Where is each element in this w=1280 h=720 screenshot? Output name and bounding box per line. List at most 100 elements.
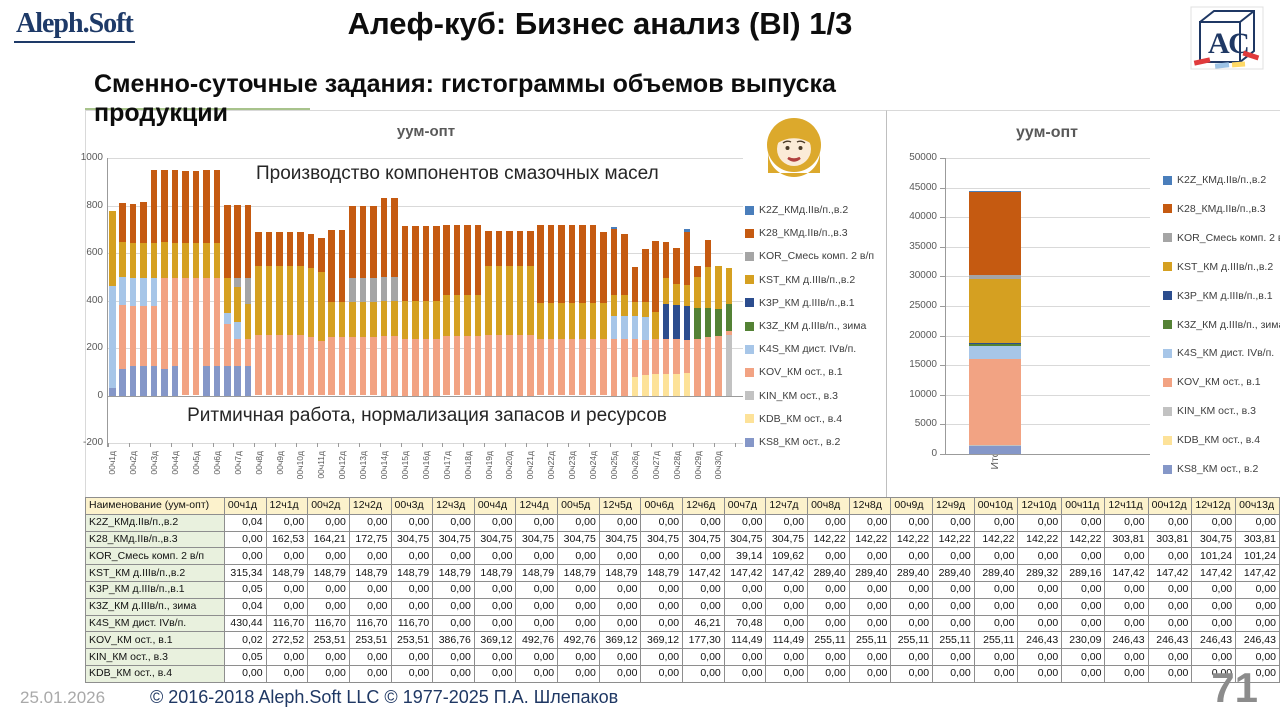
bar-segment-kst bbox=[610, 294, 618, 316]
table-cell: 304,75 bbox=[1191, 530, 1237, 549]
table-cell: 0,00 bbox=[265, 513, 309, 532]
y-axis-tick bbox=[940, 335, 945, 337]
bar-segment-k28 bbox=[537, 224, 545, 304]
bar-segment-k3z bbox=[694, 307, 701, 339]
x-axis-tick bbox=[588, 443, 590, 447]
table-cell: 0,00 bbox=[432, 513, 475, 532]
bar-segment-k4s bbox=[140, 277, 147, 306]
bar-segment-kst bbox=[725, 267, 733, 305]
bar-segment-k28 bbox=[547, 224, 555, 304]
table-cell: 0,00 bbox=[890, 597, 934, 616]
table-row-name: KOV_КМ ост., в.1 bbox=[85, 631, 225, 650]
ks8-legend-chip bbox=[745, 437, 754, 447]
legend-item: KOR_Смесь комп. 2 в/п bbox=[1163, 231, 1280, 245]
bar-segment-k4s bbox=[621, 315, 628, 339]
bar-segment-kst bbox=[464, 294, 471, 337]
bar-segment-kdb bbox=[641, 375, 649, 396]
bar-segment-kst bbox=[255, 266, 262, 335]
bar-segment-k28 bbox=[161, 169, 168, 243]
table-cell: 0,00 bbox=[973, 648, 1019, 666]
table-cell: 255,11 bbox=[890, 631, 934, 650]
bar-segment-kov bbox=[464, 336, 471, 396]
table-cell: 303,81 bbox=[1235, 530, 1280, 549]
x-axis-label: 00ч7д bbox=[232, 451, 243, 475]
bar-segment-kst bbox=[422, 300, 430, 339]
x-axis-tick bbox=[421, 443, 423, 447]
table-row: KOR_Смесь комп. 2 в/п 0,00 0,00 0,00 0,00 0,0… bbox=[85, 547, 1280, 566]
bar-segment-k28 bbox=[129, 203, 137, 243]
table-cell: 0,00 bbox=[1147, 664, 1193, 683]
x-axis-tick bbox=[275, 443, 277, 447]
legend-label: KDB_КМ ост., в.4 bbox=[1177, 434, 1261, 447]
table-cell: 0,00 bbox=[557, 547, 600, 566]
bar-segment-kov bbox=[589, 338, 597, 396]
table-cell: 0,00 bbox=[1017, 614, 1063, 633]
legend-item: K3Z_КМ д.IIIв/п., зима bbox=[1163, 318, 1280, 332]
bar-segment-kst bbox=[401, 300, 409, 339]
bar-segment-kov bbox=[213, 278, 221, 366]
table-row: K3P_КМ д.IIIв/п.,в.1 0,05 0,00 0,00 0,00 0,00… bbox=[85, 580, 1280, 599]
table-row-name: K3P_КМ д.IIIв/п.,в.1 bbox=[85, 580, 225, 599]
slide-subtitle: Сменно-суточные задания: гистограммы объ… bbox=[94, 70, 836, 127]
y-axis-tick-label: 30000 bbox=[909, 270, 937, 282]
table-cell: 0,00 bbox=[598, 513, 642, 532]
legend-label: K3P_КМ д.IIIв/п.,в.1 bbox=[759, 296, 855, 309]
table-cell: 101,24 bbox=[1191, 547, 1237, 566]
table-cell: 369,12 bbox=[598, 631, 642, 650]
table-cell: 0,00 bbox=[598, 597, 642, 616]
table-cell: 492,76 bbox=[557, 631, 600, 650]
bar-segment-k4s bbox=[119, 276, 127, 305]
legend-label: K4S_КМ дист. IVв/п. bbox=[759, 343, 857, 356]
table-cell: 0,00 bbox=[473, 614, 517, 633]
gridline bbox=[945, 365, 1150, 367]
bar-segment-kst bbox=[161, 242, 168, 278]
bar-segment-kov bbox=[380, 336, 388, 396]
y-axis-tick bbox=[940, 454, 945, 455]
table-cell: 0,00 bbox=[973, 547, 1019, 566]
x-axis-tick bbox=[526, 443, 527, 447]
bar-segment-kov bbox=[600, 338, 607, 396]
bar-segment-kst bbox=[338, 301, 346, 337]
gridline bbox=[945, 246, 1150, 248]
k3z-legend-chip bbox=[1163, 320, 1172, 329]
bar-segment-k28 bbox=[276, 232, 283, 267]
table-cell: 255,11 bbox=[932, 631, 975, 650]
table-cell: 0,00 bbox=[890, 547, 934, 566]
legend-label: KDB_КМ ост., в.4 bbox=[759, 412, 843, 425]
bar-segment-kov bbox=[631, 338, 639, 377]
table-cell: 369,12 bbox=[640, 631, 684, 650]
table-row-name: K2Z_КМд.IIв/п.,в.2 bbox=[85, 513, 225, 532]
bar-segment-kst bbox=[641, 301, 649, 318]
table-cell: 0,00 bbox=[848, 614, 892, 633]
table-cell: 0,00 bbox=[348, 597, 392, 616]
x-axis-tick bbox=[505, 443, 507, 447]
table-cell: 147,42 bbox=[1147, 564, 1193, 582]
table-cell: 303,81 bbox=[1104, 530, 1149, 549]
k2z-legend-chip bbox=[745, 205, 754, 215]
legend-item: KOR_Смесь комп. 2 в/п bbox=[745, 249, 874, 263]
bar-segment-kst bbox=[715, 266, 722, 309]
table-cell: 148,79 bbox=[640, 564, 684, 582]
table-cell: 0,00 bbox=[473, 597, 517, 616]
table-cell: 0,00 bbox=[265, 648, 309, 666]
legend-item: KST_КМ д.IIIв/п.,в.2 bbox=[1163, 260, 1273, 274]
table-cell: 0,00 bbox=[848, 513, 892, 532]
table-row: KST_КМ д.IIIв/п.,в.2 315,34 148,79 148,79 14… bbox=[85, 564, 1280, 582]
table-cell: 0,00 bbox=[765, 648, 809, 666]
table-cell: 147,42 bbox=[1235, 564, 1280, 582]
bar-segment-k28 bbox=[694, 266, 701, 277]
table-cell: 0,00 bbox=[932, 648, 975, 666]
bar-segment-kst bbox=[286, 266, 294, 335]
table-cell: 0,00 bbox=[723, 648, 767, 666]
total-bar-segment-k4s bbox=[969, 346, 1021, 359]
table-header-cell: 00ч12д bbox=[1147, 497, 1193, 515]
bar-segment-kov bbox=[265, 334, 273, 396]
y-axis-tick-label: 600 bbox=[86, 247, 103, 258]
bar-segment-ks8 bbox=[161, 369, 168, 396]
table-cell: 0,00 bbox=[1147, 597, 1193, 616]
table-cell: 0,00 bbox=[890, 513, 934, 532]
x-axis-tick bbox=[358, 443, 360, 447]
table-cell: 109,62 bbox=[765, 547, 809, 566]
bar-segment-k28 bbox=[171, 170, 179, 243]
table-cell: 162,53 bbox=[265, 530, 309, 549]
